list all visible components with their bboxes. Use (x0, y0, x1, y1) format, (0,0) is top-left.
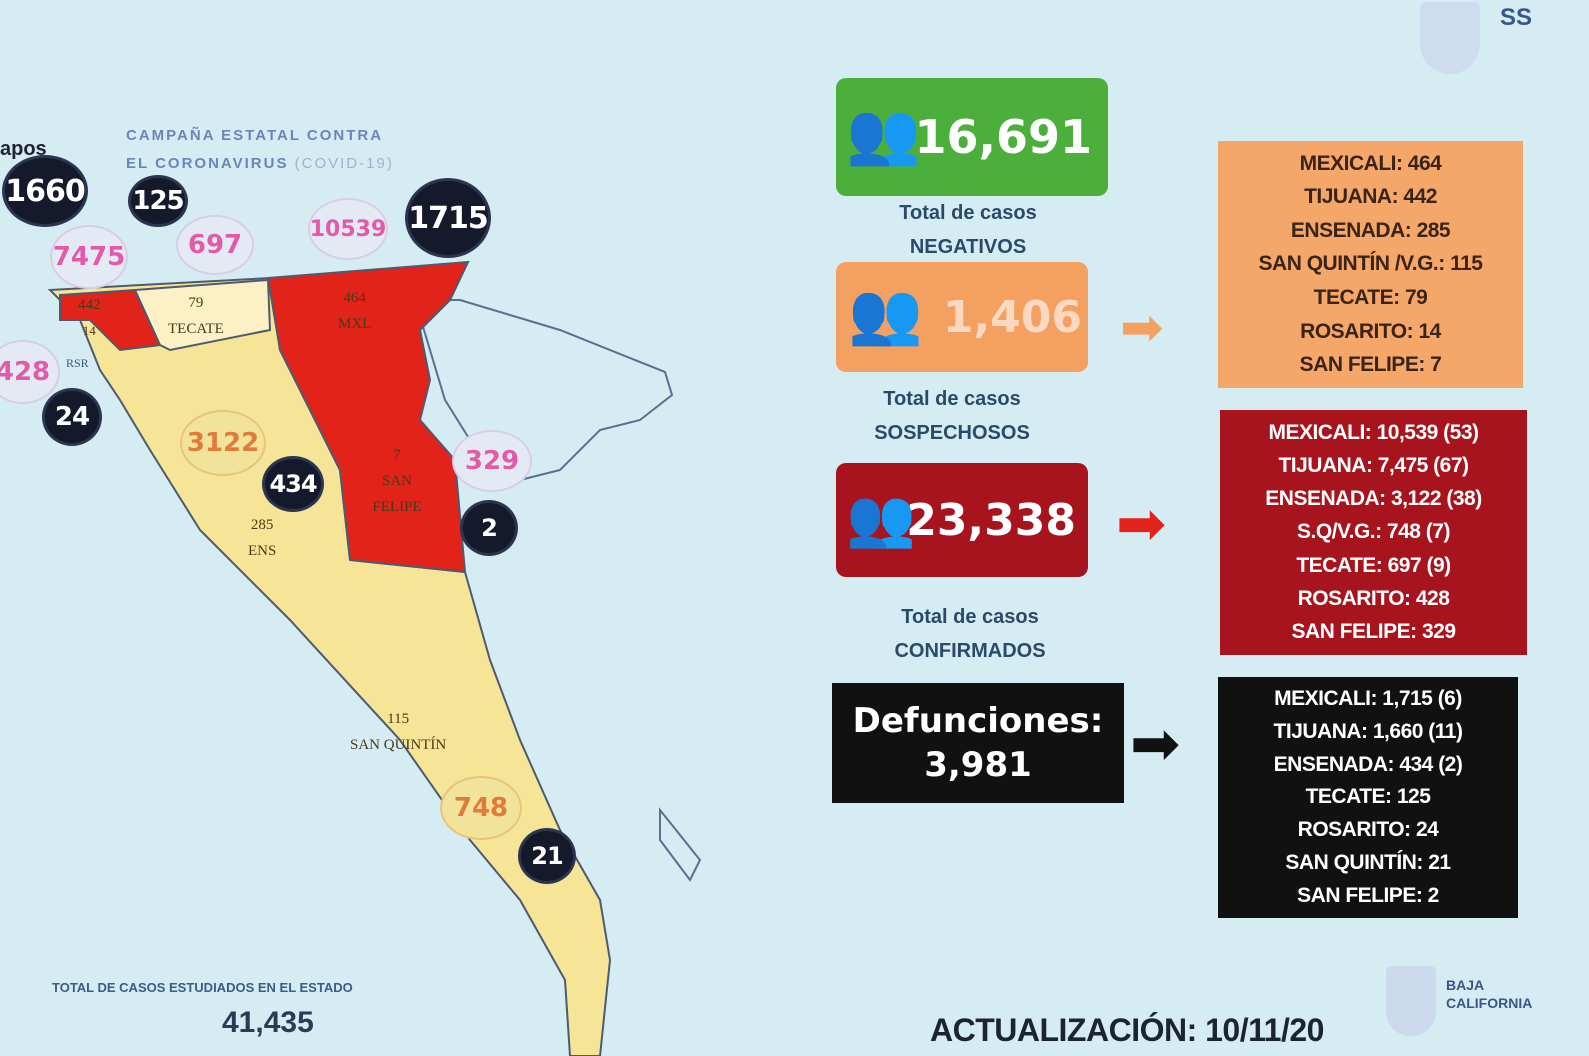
confirmed-value: 23,338 (906, 494, 1076, 546)
ss-logo-text: SS (1500, 4, 1533, 31)
suspects-value: 1,406 (942, 291, 1082, 343)
region-label-mxl: 464 MXL (338, 290, 372, 332)
arrow-right-icon: ➡ (1130, 710, 1181, 777)
list-item: TIJUANA: 7,475 (67) (1278, 453, 1469, 477)
arrow-right-icon: ➡ (1120, 299, 1164, 357)
baja-california-map (47, 260, 702, 1056)
negatives-value: 16,691 (914, 110, 1092, 164)
deaths-box: Defunciones: 3,981 (832, 683, 1124, 803)
tecate-region (133, 278, 272, 352)
confirmed-bubble-san-felipe: 329 (452, 430, 532, 492)
people-group-icon: 👥 (846, 99, 921, 169)
list-item: TECATE: 125 (1305, 785, 1431, 809)
negatives-caption: Total de casos NEGATIVOS (899, 202, 1037, 258)
list-item: ENSENADA: 434 (2) (1273, 752, 1463, 776)
suspects-caption: Total de casos SOSPECHOSOS (874, 388, 1030, 444)
confirmed-bubble-tijuana: 7475 (50, 225, 128, 289)
death-bubble-rosarito: 24 (42, 388, 102, 446)
cut-label: apos (0, 138, 47, 160)
confirmed-bubble-rosarito: 428 (0, 340, 60, 404)
deaths-list: MEXICALI: 1,715 (6) TIJUANA: 1,660 (11) … (1218, 677, 1518, 918)
campaign-title: CAMPAÑA ESTATAL CONTRA EL CORONAVIRUS (C… (126, 122, 394, 178)
state-seal-logo (1420, 2, 1480, 74)
deaths-value: 3,981 (924, 745, 1032, 785)
deaths-label: Defunciones: (852, 701, 1104, 741)
list-item: MEXICALI: 10,539 (53) (1268, 420, 1479, 444)
region-label-rsr: RSR (66, 356, 89, 370)
list-item: TECATE: 79 (1313, 286, 1428, 310)
confirmed-bubble-ensenada: 3122 (180, 410, 266, 476)
death-bubble-ensenada: 434 (262, 456, 324, 512)
suspects-box: 👥 1,406 (836, 262, 1088, 372)
list-item: TIJUANA: 1,660 (11) (1273, 720, 1463, 744)
people-group-icon: 👥 (846, 486, 916, 551)
region-label-tj: 442 14 (78, 297, 101, 338)
list-item: S.Q/V.G.: 748 (7) (1297, 520, 1450, 544)
list-item: SAN QUINTÍN /V.G.: 115 (1258, 252, 1483, 276)
list-item: MEXICALI: 464 (1299, 151, 1442, 175)
baja-california-logo-text: BAJA CALIFORNIA (1446, 977, 1533, 1011)
baja-california-seal (1386, 966, 1436, 1036)
title-line-1: CAMPAÑA ESTATAL CONTRA (126, 127, 384, 144)
confirmed-bubble-tecate: 697 (176, 215, 254, 275)
confirmed-box: 👥 23,338 (836, 463, 1088, 577)
total-studied-label: TOTAL DE CASOS ESTUDIADOS EN EL ESTADO (52, 980, 353, 995)
list-item: SAN FELIPE: 329 (1291, 620, 1456, 644)
confirmed-list: MEXICALI: 10,539 (53) TIJUANA: 7,475 (67… (1220, 410, 1527, 655)
gulf-island (659, 807, 702, 882)
list-item: ROSARITO: 14 (1300, 319, 1441, 343)
death-bubble-tijuana: 1660 (2, 155, 88, 227)
negatives-box: 👥 16,691 (836, 78, 1108, 196)
region-label-san-quintin: 115 SAN QUINTÍN (350, 711, 447, 753)
list-item: ROSARITO: 428 (1297, 587, 1450, 611)
confirmed-caption: Total de casos CONFIRMADOS (894, 606, 1046, 662)
list-item: SAN FELIPE: 2 (1297, 883, 1439, 907)
list-item: MEXICALI: 1,715 (6) (1274, 687, 1462, 711)
mexicali-region (266, 260, 470, 574)
death-bubble-mexicali: 1715 (405, 178, 491, 258)
total-studied-value: 41,435 (222, 1006, 314, 1039)
arrow-right-icon: ➡ (1116, 490, 1167, 557)
list-item: ROSARITO: 24 (1297, 818, 1439, 842)
region-label-tecate: 79 TECATE (168, 295, 224, 337)
confirmed-bubble-san-quintin: 748 (440, 776, 522, 840)
suspects-list: MEXICALI: 464 TIJUANA: 442 ENSENADA: 285… (1218, 141, 1523, 388)
list-item: ENSENADA: 285 (1290, 218, 1451, 242)
list-item: ENSENADA: 3,122 (38) (1265, 487, 1482, 511)
list-item: TECATE: 697 (9) (1296, 553, 1451, 577)
list-item: SAN QUINTÍN: 21 (1285, 850, 1451, 874)
region-label-san-felipe: 7 SAN FELIPE (372, 447, 422, 515)
list-item: SAN FELIPE: 7 (1299, 353, 1442, 377)
death-bubble-san-felipe: 2 (460, 500, 518, 556)
sonora-outline (413, 299, 674, 482)
list-item: TIJUANA: 442 (1304, 185, 1437, 209)
death-bubble-tecate: 125 (128, 175, 188, 227)
title-suffix: (COVID-19) (294, 155, 394, 172)
region-label-ens: 285 ENS (248, 517, 277, 559)
confirmed-bubble-mexicali: 10539 (308, 198, 388, 260)
death-bubble-san-quintin: 21 (518, 828, 576, 884)
update-date: ACTUALIZACIÓN: 10/11/20 (930, 1012, 1324, 1048)
people-group-icon: 👥 (848, 279, 923, 349)
title-line-2: EL CORONAVIRUS (126, 155, 289, 172)
